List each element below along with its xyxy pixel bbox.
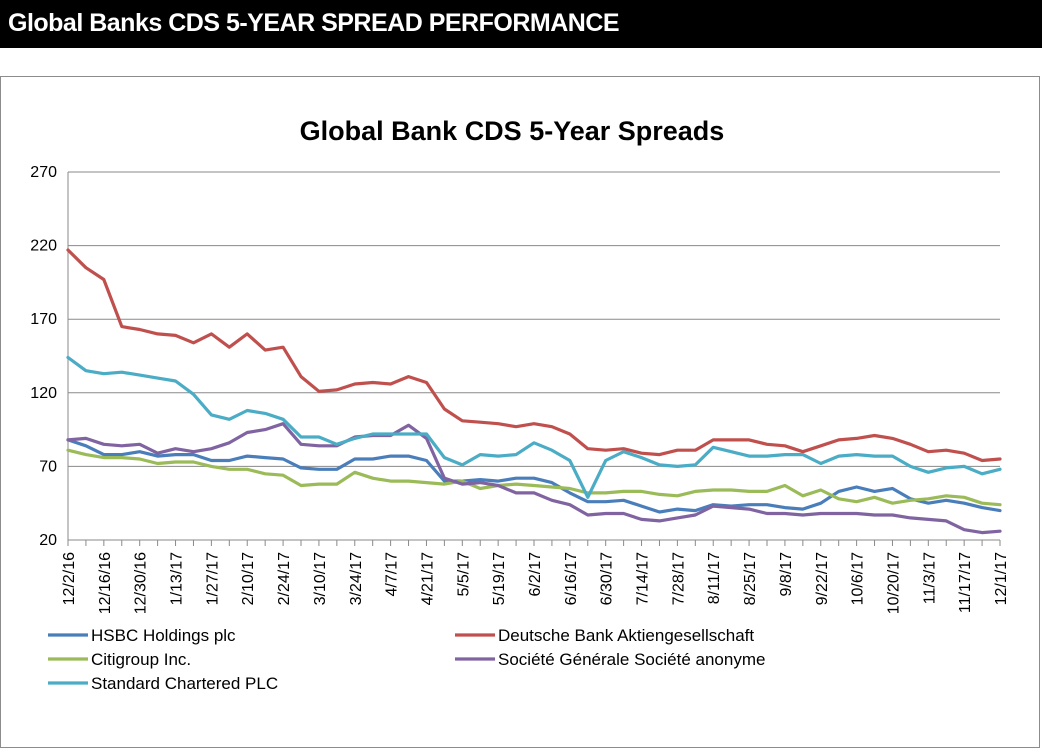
- series-line-societe-generale-societe-anonyme: [66, 422, 1002, 535]
- x-tick-label: 3/10/17: [312, 552, 329, 605]
- x-tick-label: 11/3/17: [921, 552, 938, 604]
- chart-title: Global Bank CDS 5-Year Spreads: [300, 116, 725, 146]
- series-line-standard-chartered-plc: [66, 355, 1002, 499]
- x-tick-label: 1/13/17: [169, 552, 186, 605]
- x-tick-label: 5/19/17: [491, 552, 508, 605]
- x-tick-label: 10/6/17: [850, 552, 867, 605]
- x-tick-label: 12/1/17: [993, 552, 1010, 605]
- x-tick-label: 7/14/17: [635, 552, 652, 605]
- line-chart: Global Bank CDS 5-Year Spreads 20 70 120 17…: [30, 116, 1010, 693]
- x-tick-label: 2/10/17: [240, 552, 257, 605]
- series-line-hsbc-holdings-plc: [66, 438, 1002, 514]
- x-tick-label: 6/16/17: [563, 552, 580, 605]
- legend-label: Société Générale Société anonyme: [498, 650, 765, 669]
- y-tick-label: 70: [39, 458, 57, 475]
- x-tick-label: 12/2/16: [61, 552, 78, 605]
- x-tick-label: 8/25/17: [742, 552, 759, 605]
- x-tick-label: 11/17/17: [957, 552, 974, 613]
- x-tick-label: 12/16/16: [97, 552, 114, 614]
- x-tick-label: 8/11/17: [706, 552, 723, 604]
- y-tick-label: 270: [30, 164, 57, 181]
- x-tick-label: 2/24/17: [276, 552, 293, 605]
- x-tick-label: 1/27/17: [204, 552, 221, 605]
- x-tick-label: 7/28/17: [670, 552, 687, 605]
- x-tick-label: 6/2/17: [527, 552, 544, 597]
- x-tick-label: 4/7/17: [384, 552, 401, 597]
- x-tick-label: 9/8/17: [778, 552, 795, 597]
- x-tick-label: 10/20/17: [885, 552, 902, 614]
- y-tick-label: 120: [30, 385, 57, 402]
- legend-label: HSBC Holdings plc: [91, 626, 236, 645]
- y-tick-label: 20: [39, 532, 57, 549]
- chart-frame: Global Bank CDS 5-Year Spreads 20 70 120 17…: [0, 76, 1040, 748]
- x-tick-label: 9/22/17: [814, 552, 831, 605]
- header-bar: Global Banks CDS 5-YEAR SPREAD PERFORMAN…: [0, 0, 1042, 48]
- x-tick-label: 6/30/17: [599, 552, 616, 605]
- series-line-deutsche-bank-aktiengesellschaft: [66, 248, 1002, 463]
- legend-label: Citigroup Inc.: [91, 650, 191, 669]
- x-tick-label: 5/5/17: [455, 552, 472, 597]
- x-tick-label: 4/21/17: [419, 552, 436, 605]
- x-tick-label: 3/24/17: [348, 552, 365, 605]
- series-line-citigroup-inc: [66, 448, 1002, 507]
- y-tick-label: 220: [30, 238, 57, 255]
- legend-label: Deutsche Bank Aktiengesellschaft: [498, 626, 754, 645]
- page-title: Global Banks CDS 5-YEAR SPREAD PERFORMAN…: [8, 9, 620, 37]
- legend-label: Standard Chartered PLC: [91, 674, 278, 693]
- x-tick-label: 12/30/16: [133, 552, 150, 614]
- y-tick-label: 170: [30, 311, 57, 328]
